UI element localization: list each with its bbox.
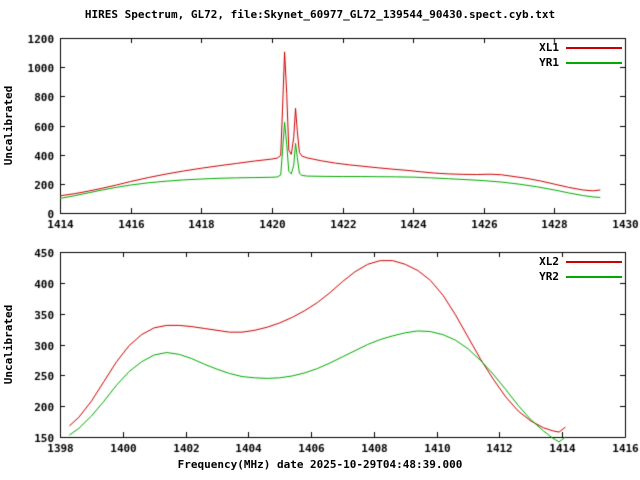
legend-entry-xl1: XL1 (539, 41, 622, 54)
y-axis-label-bottom-text: Uncalibrated (2, 304, 16, 385)
x-axis-label: Frequency(MHz) date 2025-10-29T04:48:39.… (177, 458, 463, 471)
legend-line-sample (566, 260, 622, 263)
legend-label: XL2 (539, 255, 559, 268)
legend-entry-yr1: YR1 (539, 56, 622, 69)
legend-line-sample (566, 275, 622, 278)
legend-entry-xl2: XL2 (539, 255, 622, 268)
legend-line-sample (566, 46, 622, 49)
y-axis-label-bottom: Uncalibrated (0, 252, 18, 437)
legend-entry-yr2: YR2 (539, 270, 622, 283)
legend-line-sample (566, 61, 622, 64)
y-axis-label-top-text: Uncalibrated (2, 85, 16, 166)
legend-label: YR2 (539, 270, 559, 283)
legend-label: YR1 (539, 56, 559, 69)
chart-title: HIRES Spectrum, GL72, file:Skynet_60977_… (84, 8, 556, 21)
y-axis-label-top: Uncalibrated (0, 38, 18, 213)
legend-label: XL1 (539, 41, 559, 54)
